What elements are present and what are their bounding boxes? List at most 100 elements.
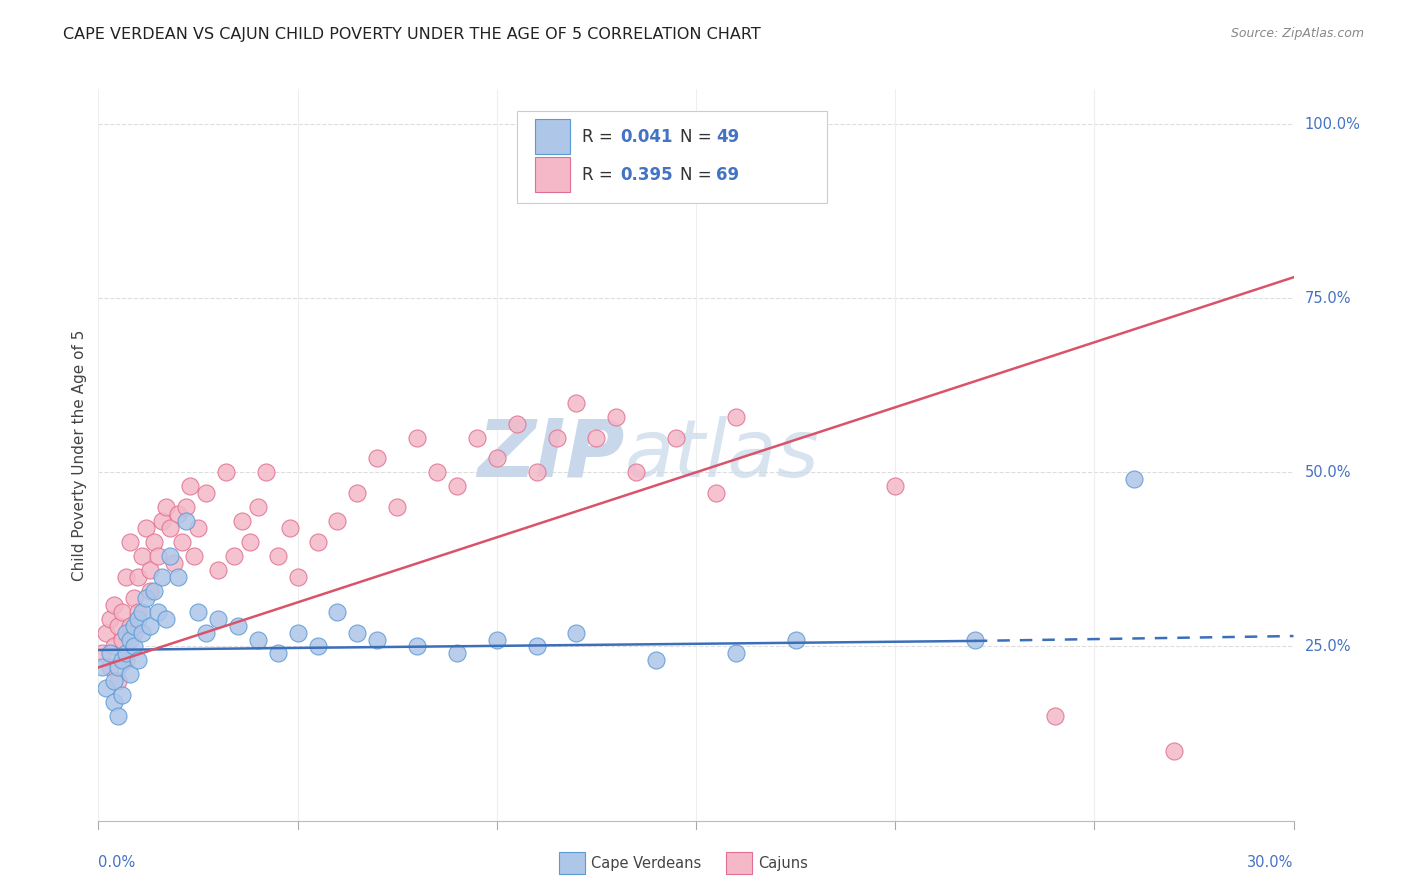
Point xyxy=(724,409,747,424)
Point xyxy=(107,709,129,723)
Point xyxy=(724,647,747,661)
Point xyxy=(426,466,449,480)
Point xyxy=(207,563,229,577)
Point xyxy=(159,549,181,563)
Point xyxy=(385,500,409,515)
Point xyxy=(246,632,269,647)
Point xyxy=(103,598,125,612)
Point xyxy=(804,152,827,166)
Point xyxy=(645,653,668,667)
Point xyxy=(884,479,907,493)
Point xyxy=(103,640,125,654)
Point xyxy=(174,500,197,515)
Point xyxy=(195,486,218,500)
Point xyxy=(91,647,114,661)
Point xyxy=(120,667,142,681)
Point xyxy=(115,653,138,667)
Point xyxy=(222,549,245,563)
Point xyxy=(131,549,153,563)
Point xyxy=(526,640,548,654)
Point xyxy=(485,632,508,647)
Point xyxy=(704,486,727,500)
Point xyxy=(179,479,201,493)
Text: 0.0%: 0.0% xyxy=(98,855,135,871)
Point xyxy=(155,500,177,515)
Text: R =: R = xyxy=(582,166,619,184)
FancyBboxPatch shape xyxy=(534,157,571,193)
Point xyxy=(446,647,468,661)
Point xyxy=(120,535,142,549)
Point xyxy=(115,647,138,661)
Point xyxy=(187,521,209,535)
Point xyxy=(148,605,170,619)
Text: 49: 49 xyxy=(716,128,740,145)
Point xyxy=(626,466,648,480)
Text: 69: 69 xyxy=(716,166,740,184)
Point xyxy=(546,430,568,444)
Text: Source: ZipAtlas.com: Source: ZipAtlas.com xyxy=(1230,27,1364,40)
Point xyxy=(127,570,149,584)
Point xyxy=(231,514,253,528)
Point xyxy=(307,640,329,654)
Point xyxy=(120,632,142,647)
Point xyxy=(131,625,153,640)
Point xyxy=(963,632,986,647)
Text: 0.395: 0.395 xyxy=(620,166,673,184)
Text: ZIP: ZIP xyxy=(477,416,624,494)
Point xyxy=(246,500,269,515)
Point xyxy=(150,570,173,584)
Point xyxy=(278,521,301,535)
Text: 100.0%: 100.0% xyxy=(1305,117,1361,131)
Point xyxy=(605,409,627,424)
FancyBboxPatch shape xyxy=(725,852,752,874)
Point xyxy=(665,430,688,444)
Point xyxy=(127,605,149,619)
Point xyxy=(465,430,488,444)
FancyBboxPatch shape xyxy=(517,112,827,202)
Point xyxy=(167,507,190,521)
Point xyxy=(107,618,129,632)
Point xyxy=(107,660,129,674)
FancyBboxPatch shape xyxy=(558,852,585,874)
Point xyxy=(226,618,249,632)
Point xyxy=(96,681,118,696)
Point xyxy=(91,660,114,674)
Point xyxy=(215,466,238,480)
Point xyxy=(195,625,218,640)
Point xyxy=(526,466,548,480)
Point xyxy=(111,632,134,647)
Text: Cajuns: Cajuns xyxy=(758,855,808,871)
Point xyxy=(150,514,173,528)
Point xyxy=(506,417,529,431)
Point xyxy=(785,632,807,647)
Point xyxy=(1163,744,1185,758)
Point xyxy=(485,451,508,466)
Point xyxy=(366,632,388,647)
Point xyxy=(172,535,194,549)
Point xyxy=(267,549,290,563)
Point xyxy=(135,591,157,605)
Point xyxy=(346,625,368,640)
Point xyxy=(287,570,309,584)
Point xyxy=(148,549,170,563)
Text: N =: N = xyxy=(681,128,717,145)
Point xyxy=(107,674,129,689)
Point xyxy=(187,605,209,619)
Point xyxy=(585,430,607,444)
Point xyxy=(346,486,368,500)
Text: 30.0%: 30.0% xyxy=(1247,855,1294,871)
Point xyxy=(565,395,588,409)
Point xyxy=(111,653,134,667)
Point xyxy=(239,535,262,549)
FancyBboxPatch shape xyxy=(534,120,571,154)
Point xyxy=(115,570,138,584)
Point xyxy=(127,653,149,667)
Point xyxy=(406,640,429,654)
Point xyxy=(103,695,125,709)
Text: 50.0%: 50.0% xyxy=(1305,465,1351,480)
Point xyxy=(120,618,142,632)
Point xyxy=(139,583,162,598)
Point xyxy=(207,612,229,626)
Point xyxy=(103,674,125,689)
Point xyxy=(254,466,277,480)
